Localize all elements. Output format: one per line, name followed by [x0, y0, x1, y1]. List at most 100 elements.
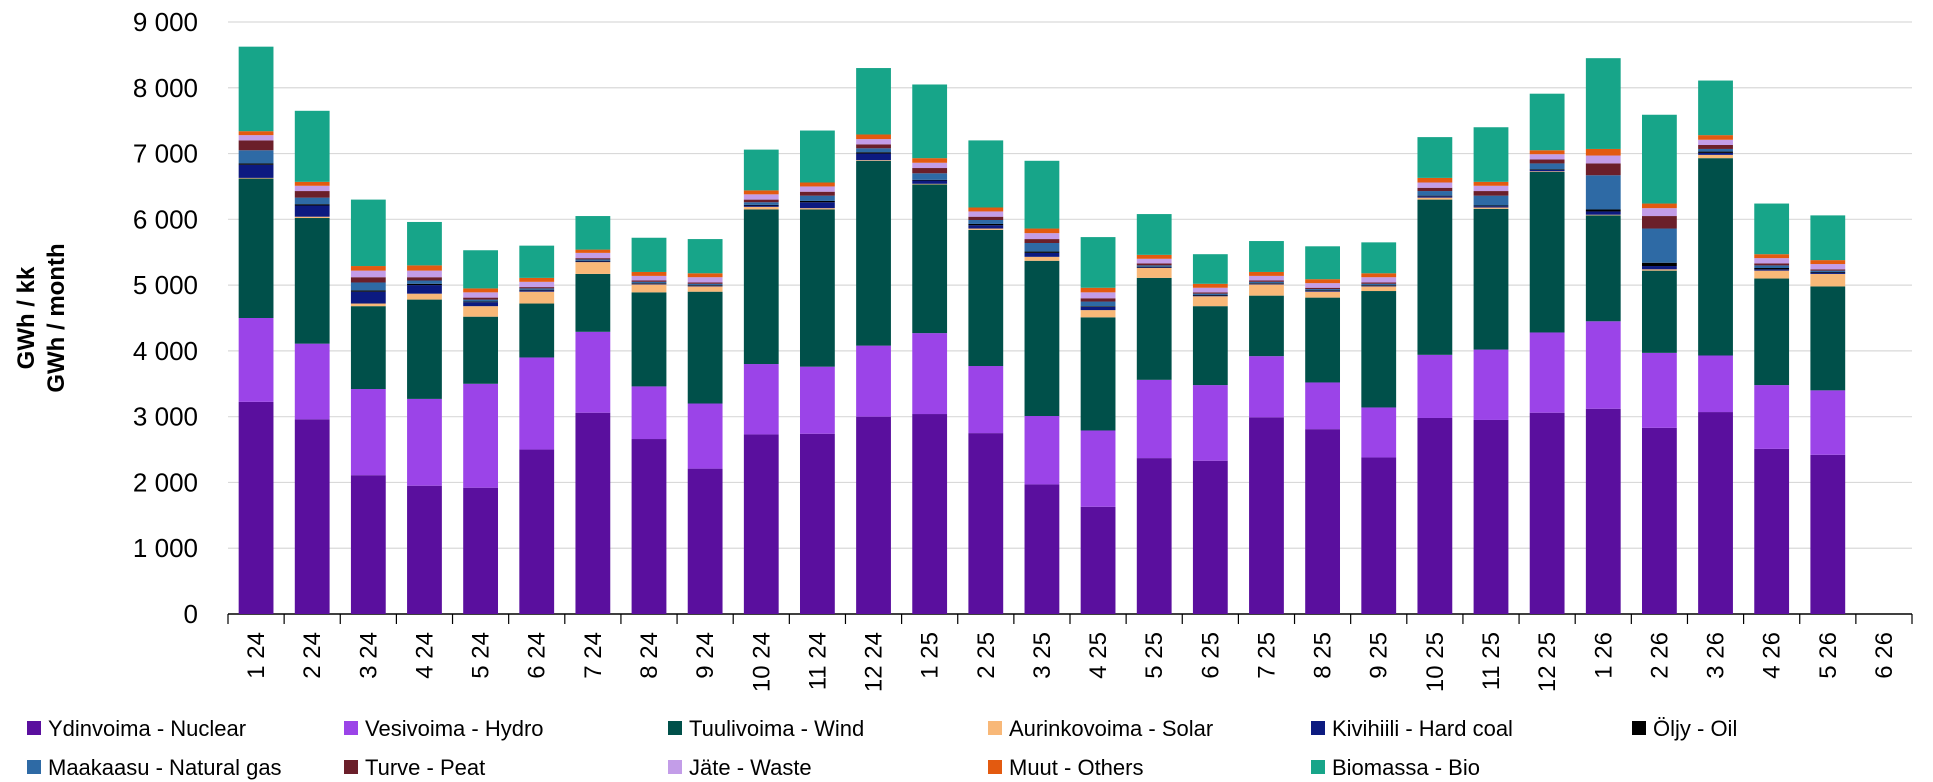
bar-segment: [1641, 262, 1677, 267]
bar-segment: [1249, 283, 1284, 284]
bar-segment: [856, 345, 891, 417]
bar-segment: [631, 292, 667, 387]
bar-segment: [799, 182, 835, 187]
bar-segment: [687, 285, 723, 286]
bar-segment: [856, 416, 891, 614]
bar-segment: [799, 209, 835, 367]
bar-segment: [1136, 265, 1172, 267]
bar-segment: [1810, 454, 1846, 614]
bar-segment: [912, 183, 948, 185]
bar-segment: [912, 158, 948, 163]
y-tick-label: 7 000: [133, 139, 198, 169]
bar-segment: [407, 280, 442, 284]
bar-segment: [687, 285, 723, 287]
bar-segment: [575, 331, 611, 413]
bar-segment: [912, 162, 948, 169]
bar-segment: [1473, 181, 1509, 186]
bar-segment: [1417, 197, 1453, 200]
bar-segment: [1641, 269, 1677, 271]
bar-segment: [294, 204, 330, 206]
bar-segment: [1249, 280, 1284, 282]
bar-segment: [1249, 356, 1284, 418]
bar-segment: [799, 186, 835, 192]
bar-segment: [1361, 273, 1397, 278]
bar-segment: [856, 68, 891, 135]
bar-segment: [968, 219, 1004, 224]
bar-segment: [463, 383, 499, 488]
bar-segment: [631, 271, 667, 276]
bar-segment: [1754, 268, 1790, 270]
legend-label: Tuulivoima - Wind: [689, 716, 864, 741]
x-tick-label: 3 24: [355, 632, 382, 679]
bar-segment: [968, 223, 1004, 226]
bar-segment: [1192, 287, 1228, 293]
bar-segment: [631, 275, 667, 281]
bar-segment: [687, 283, 723, 286]
y-tick-label: 3 000: [133, 402, 198, 432]
bar-segment: [519, 245, 555, 278]
bar-segment: [856, 134, 891, 140]
bar-segment: [743, 206, 779, 210]
bar-segment: [1529, 150, 1565, 155]
bar-segment: [1529, 412, 1565, 614]
bar-segment: [968, 433, 1004, 614]
bar-segment: [1810, 270, 1846, 272]
bar-segment: [238, 164, 274, 178]
bar-segment: [1698, 151, 1733, 153]
bar-segment: [519, 288, 555, 290]
bar-segment: [294, 205, 330, 217]
bar-segment: [519, 287, 555, 289]
bar-segment: [912, 179, 948, 181]
bar-segment: [743, 205, 779, 207]
legend-label: Aurinkovoima - Solar: [1009, 716, 1213, 741]
bar-segment: [1080, 301, 1116, 307]
y-tick-label: 0: [184, 599, 198, 629]
bar-segment: [519, 290, 555, 292]
bar-segment: [1136, 267, 1172, 269]
bar-segment: [519, 281, 555, 288]
bar-segment: [799, 191, 835, 196]
bar-segment: [238, 163, 274, 165]
bar-segment: [1136, 254, 1172, 259]
bar-segment: [238, 135, 274, 141]
bar-segment: [743, 194, 779, 200]
bar-segment: [294, 191, 330, 198]
bar-segment: [1529, 93, 1565, 151]
bar-segment: [743, 209, 779, 365]
bar-segment: [575, 259, 611, 261]
bar-segment: [743, 149, 779, 191]
bar-segment: [1585, 408, 1621, 614]
bar-segment: [1305, 297, 1341, 383]
legend-label: Vesivoima - Hydro: [365, 716, 544, 741]
x-tick-label: 8 25: [1310, 632, 1337, 679]
x-tick-label: 6 26: [1871, 632, 1898, 679]
bar-segment: [1024, 256, 1060, 261]
bar-segment: [575, 258, 611, 260]
legend-swatch: [27, 721, 41, 735]
bar-segment: [1754, 270, 1790, 279]
bar-segment: [238, 46, 274, 132]
bar-segment: [407, 293, 442, 300]
x-tick-label: 9 25: [1366, 632, 1393, 679]
bar-segment: [1698, 412, 1733, 614]
bar-segment: [1024, 239, 1060, 244]
bar-segment: [1080, 430, 1116, 507]
bar-segment: [1024, 260, 1060, 417]
bar-segment: [407, 398, 442, 486]
bar-segment: [1361, 286, 1397, 292]
bar-segment: [1249, 284, 1284, 296]
bar-segment: [912, 333, 948, 415]
bar-segment: [407, 221, 442, 266]
bar-segment: [1136, 458, 1172, 614]
bar-segment: [463, 487, 499, 614]
bar-segment: [1305, 290, 1341, 292]
bar-segment: [1305, 291, 1341, 298]
x-tick-label: 11 25: [1478, 632, 1505, 690]
bar-segment: [294, 419, 330, 614]
x-tick-label: 2 24: [299, 632, 326, 679]
bar-segment: [1024, 243, 1060, 252]
legend-swatch: [988, 721, 1002, 735]
bar-segment: [1417, 182, 1453, 188]
bar-segment: [1305, 289, 1341, 291]
